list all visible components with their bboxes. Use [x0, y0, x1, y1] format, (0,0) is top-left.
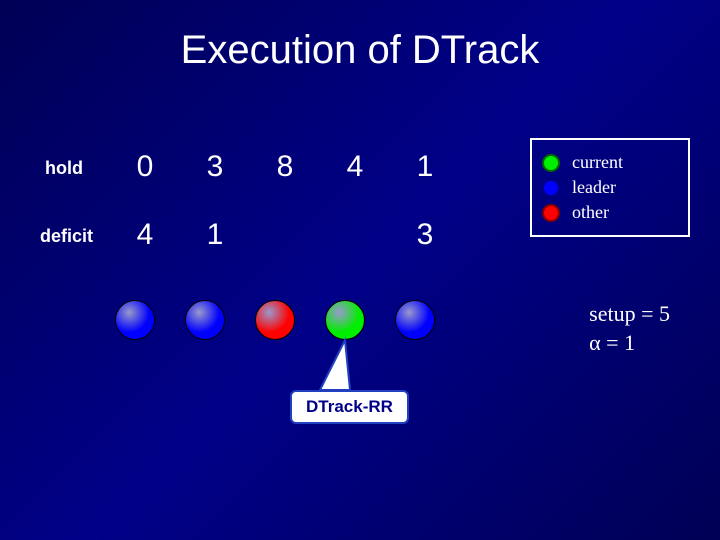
legend: current leader other: [530, 138, 690, 237]
hold-cell-1: 3: [180, 150, 250, 184]
process-circle-0: [115, 300, 155, 340]
legend-swatch-leader: [542, 179, 560, 197]
legend-swatch-other: [542, 204, 560, 222]
row-label-deficit: deficit: [40, 226, 93, 247]
process-circle-3: [325, 300, 365, 340]
legend-label-leader: leader: [572, 177, 616, 198]
callout-pointer: [310, 338, 370, 398]
hold-cell-0: 0: [110, 150, 180, 184]
deficit-cell-4: 3: [390, 218, 460, 252]
parameters: setup = 5 α = 1: [589, 300, 670, 357]
process-circle-2: [255, 300, 295, 340]
legend-label-current: current: [572, 152, 623, 173]
legend-item-leader: leader: [542, 177, 678, 198]
hold-cell-3: 4: [320, 150, 390, 184]
callout-label: DTrack-RR: [290, 390, 409, 424]
param-alpha: α = 1: [589, 329, 670, 358]
deficit-cell-1: 1: [180, 218, 250, 252]
deficit-cell-0: 4: [110, 218, 180, 252]
legend-label-other: other: [572, 202, 609, 223]
hold-cell-4: 1: [390, 150, 460, 184]
legend-item-current: current: [542, 152, 678, 173]
param-setup: setup = 5: [589, 300, 670, 329]
process-circle-1: [185, 300, 225, 340]
legend-item-other: other: [542, 202, 678, 223]
slide-title: Execution of DTrack: [0, 0, 720, 73]
row-label-hold: hold: [45, 158, 83, 179]
hold-cell-2: 8: [250, 150, 320, 184]
process-circle-4: [395, 300, 435, 340]
legend-swatch-current: [542, 154, 560, 172]
